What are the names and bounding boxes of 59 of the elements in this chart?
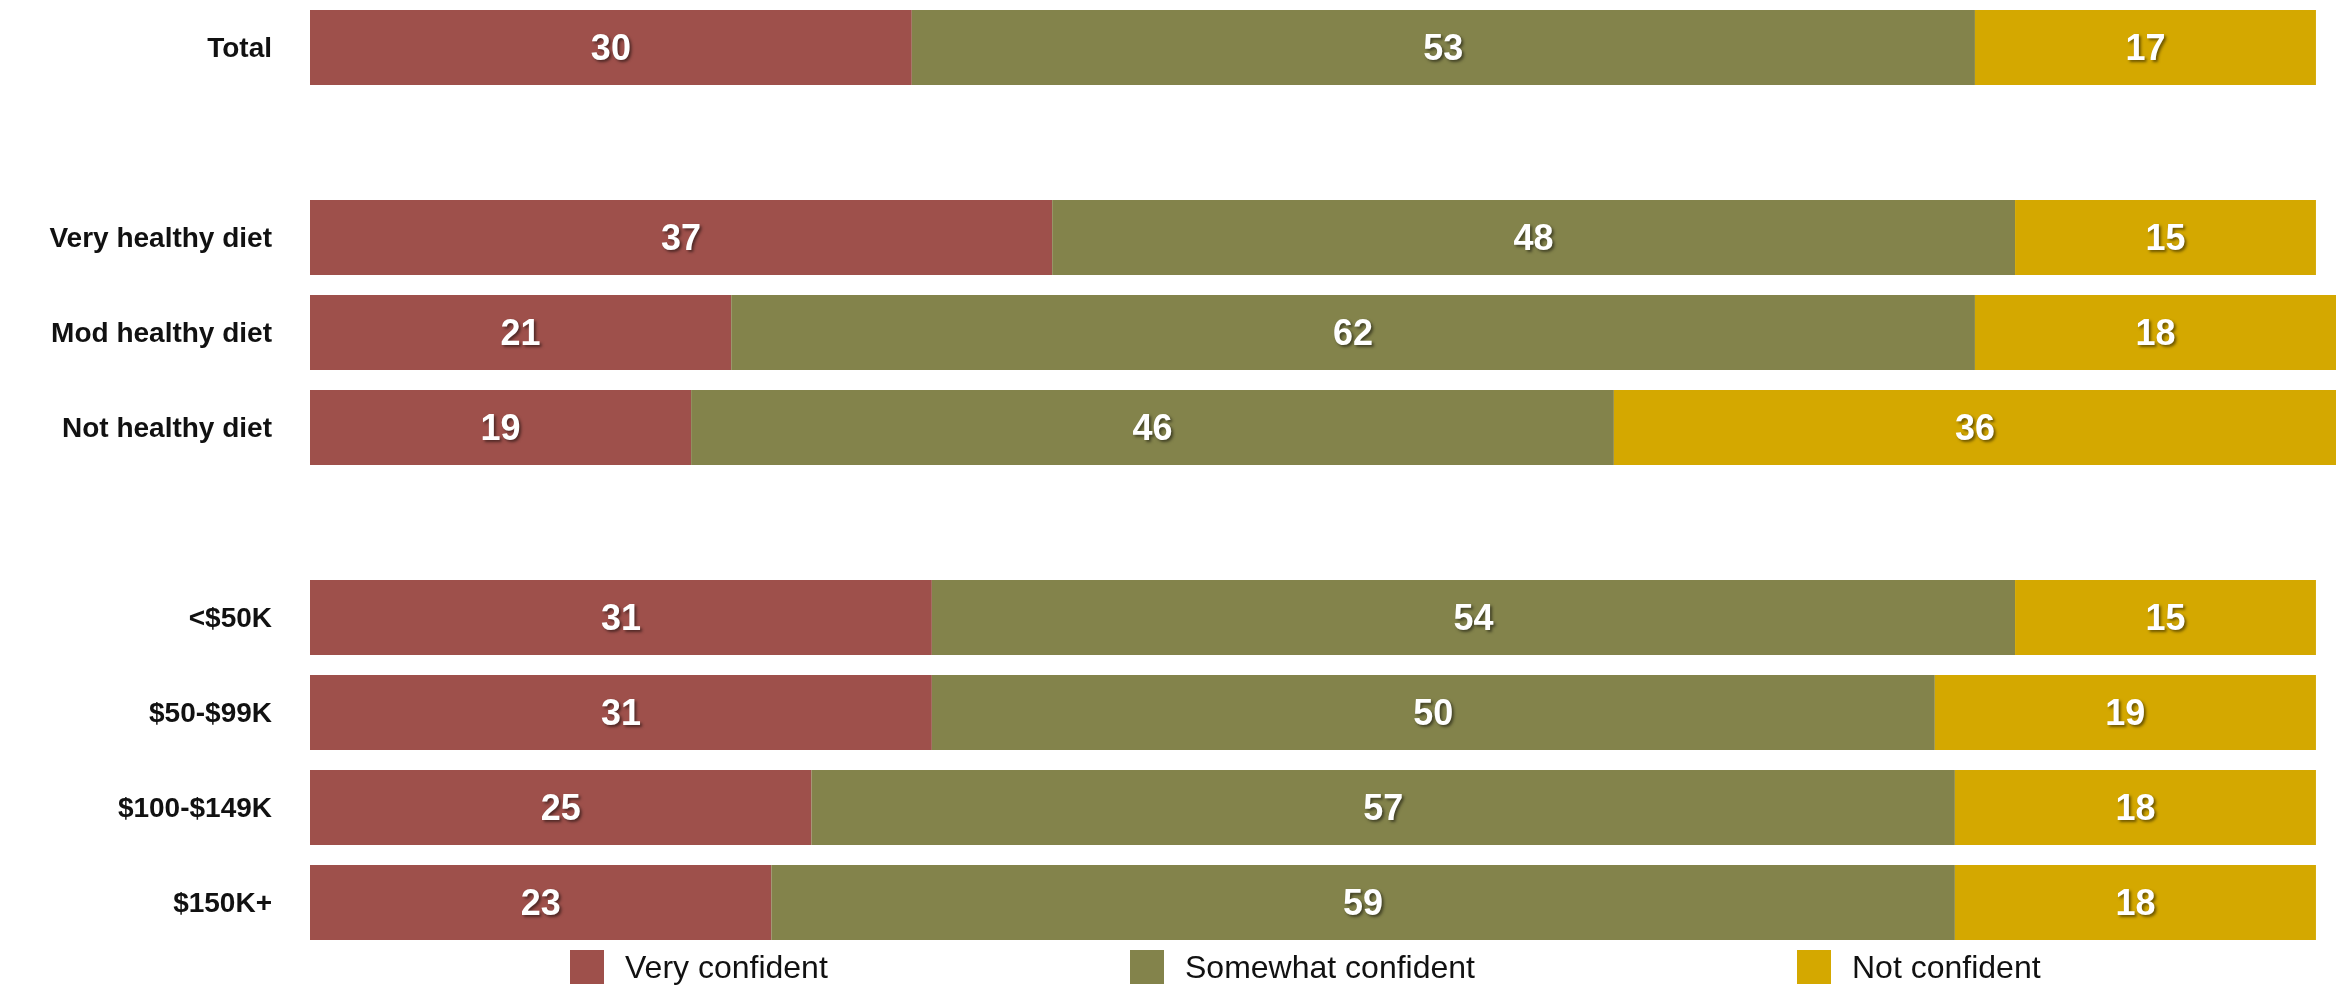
bar xyxy=(310,675,932,750)
y-tick-label: Mod healthy diet xyxy=(51,317,272,349)
data-label: 18 xyxy=(2115,882,2156,924)
bar xyxy=(1974,295,2336,370)
data-label: 57 xyxy=(1363,787,1404,829)
data-label: 18 xyxy=(2115,787,2156,829)
data-label: 62 xyxy=(1333,312,1374,354)
data-label: 30 xyxy=(590,27,631,69)
data-label: 31 xyxy=(600,597,641,639)
bar xyxy=(310,295,732,370)
bar xyxy=(2015,200,2316,275)
data-label: 46 xyxy=(1132,407,1173,449)
data-label: 18 xyxy=(2135,312,2176,354)
bar xyxy=(1954,865,2316,940)
data-label: 59 xyxy=(1343,882,1384,924)
data-label: 15 xyxy=(2145,217,2186,259)
bar xyxy=(310,865,772,940)
data-label: 25 xyxy=(540,787,581,829)
y-tick-label: $50-$99K xyxy=(149,697,272,729)
bar xyxy=(310,580,932,655)
bar xyxy=(310,770,812,845)
y-tick-label: $100-$149K xyxy=(117,792,272,824)
y-tick-label: $150K+ xyxy=(173,887,272,919)
y-tick-label: Very healthy diet xyxy=(49,222,272,254)
data-label: 36 xyxy=(1954,407,1995,449)
bar xyxy=(310,390,692,465)
data-label: 19 xyxy=(2105,692,2146,734)
bar xyxy=(1934,675,2316,750)
data-label: 31 xyxy=(600,692,641,734)
legend-label: Somewhat confident xyxy=(1185,949,1476,986)
data-label: 54 xyxy=(1453,597,1494,639)
bar xyxy=(1613,390,2336,465)
y-tick-label: Not healthy diet xyxy=(61,412,272,444)
bar xyxy=(1052,200,2016,275)
legend-label: Not confident xyxy=(1852,949,2041,986)
bar xyxy=(771,865,1955,940)
bar xyxy=(1974,10,2316,85)
bar xyxy=(310,10,912,85)
data-label: 17 xyxy=(2125,27,2166,69)
bar xyxy=(731,295,1975,370)
data-label: 50 xyxy=(1413,692,1454,734)
y-tick-label: Total xyxy=(207,32,272,64)
bar xyxy=(691,390,1614,465)
data-label: 21 xyxy=(500,312,541,354)
legend-label: Very confident xyxy=(625,949,828,986)
data-label: 15 xyxy=(2145,597,2186,639)
data-label: 37 xyxy=(661,217,702,259)
data-label: 19 xyxy=(480,407,521,449)
bar xyxy=(1954,770,2316,845)
bar xyxy=(911,10,1975,85)
bar xyxy=(811,770,1955,845)
bar xyxy=(310,200,1053,275)
data-label: 48 xyxy=(1513,217,1554,259)
bar xyxy=(2015,580,2316,655)
data-label: 23 xyxy=(520,882,561,924)
bar xyxy=(931,580,2016,655)
y-tick-label: <$50K xyxy=(188,602,272,634)
data-label: 53 xyxy=(1423,27,1464,69)
bar xyxy=(931,675,1935,750)
